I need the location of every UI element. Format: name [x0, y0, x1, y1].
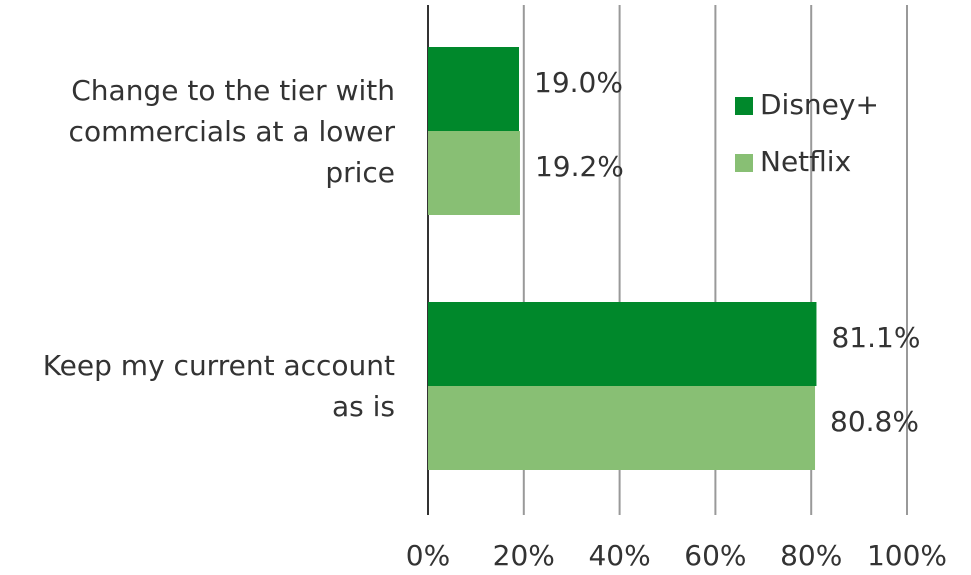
bar [428, 47, 520, 131]
legend-label: Disney+ [760, 88, 879, 121]
data-label: 19.2% [535, 150, 624, 183]
bar [428, 302, 817, 386]
category-label: Keep my current account as is [42, 349, 395, 423]
x-tick-label: 0% [406, 539, 450, 572]
x-tick-label: 60% [684, 539, 746, 572]
bar [428, 386, 816, 470]
x-tick-label: 100% [867, 539, 947, 572]
x-tick-label: 80% [780, 539, 842, 572]
x-tick-label: 20% [493, 539, 555, 572]
legend-swatch [735, 154, 753, 172]
category-label: Change to the tier with commercials at a… [68, 73, 395, 189]
x-tick-label: 40% [588, 539, 650, 572]
legend-swatch [735, 97, 753, 115]
data-label: 81.1% [831, 321, 920, 354]
legend-label: Netflix [760, 145, 851, 178]
data-label: 19.0% [534, 66, 623, 99]
bar [428, 131, 520, 215]
data-label: 80.8% [830, 405, 919, 438]
